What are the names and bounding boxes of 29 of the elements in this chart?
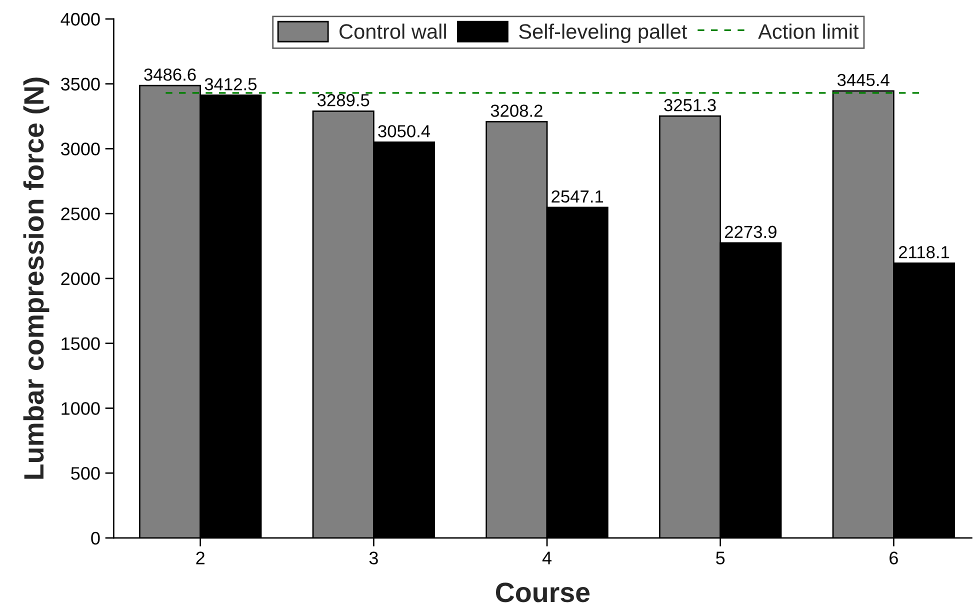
y-tick-label: 2000 — [61, 272, 100, 286]
data-label: 3208.2 — [490, 104, 542, 117]
data-label: 3412.5 — [204, 78, 257, 90]
y-tick-label: 1000 — [62, 402, 100, 415]
y-tick-label: 4000 — [60, 12, 100, 26]
y-tick-label: 3500 — [61, 78, 100, 91]
data-label: 2273.9 — [725, 226, 776, 238]
legend-label: Action limit — [758, 24, 859, 39]
x-tick-label: 3 — [369, 552, 378, 564]
y-tick-label: 500 — [71, 467, 100, 480]
y-tick-label: 0 — [91, 532, 100, 545]
y-tick-label: 1500 — [62, 337, 100, 350]
legend-label: Control wall — [340, 24, 446, 39]
data-label: 2547.1 — [552, 190, 604, 203]
x-tick-label: 2 — [196, 552, 204, 564]
data-label: 3251.3 — [664, 98, 716, 112]
legend-label: Self-leveling pallet — [519, 24, 688, 44]
x-tick-label: 6 — [890, 552, 898, 564]
data-label: 2118.1 — [898, 246, 950, 258]
data-label: 3486.6 — [144, 68, 196, 81]
x-axis-title: Course — [496, 582, 590, 602]
y-axis-title: Lumbar compression force (N) — [23, 78, 50, 479]
data-label: 3289.5 — [317, 94, 370, 106]
x-tick-label: 5 — [716, 552, 725, 564]
y-tick-label: 3000 — [61, 142, 100, 156]
data-label: 3445.4 — [837, 74, 890, 86]
y-tick-label: 2500 — [61, 208, 100, 220]
x-tick-label: 4 — [542, 552, 552, 564]
data-label: 3050.4 — [378, 125, 430, 138]
